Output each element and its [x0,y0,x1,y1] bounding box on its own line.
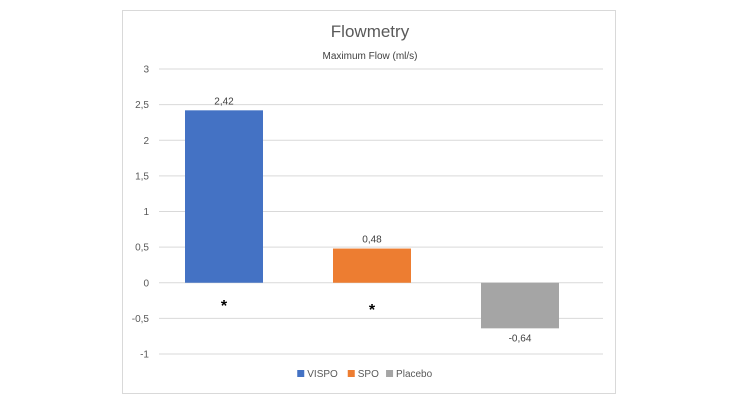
significance-markers: * * [221,298,376,319]
y-tick-label: -0,5 [132,314,150,325]
legend-swatch-vispo [297,370,305,377]
y-tick-label: -1 [140,350,149,361]
bar-placebo [481,282,559,329]
data-label-placebo: -0,64 [509,333,532,344]
bar-chart: Flowmetry Maximum Flow (ml/s) 3 2,5 2 1,5 1 0… [132,22,603,380]
chart-frame: Flowmetry Maximum Flow (ml/s) 3 2,5 2 1,5 1 0… [122,10,616,394]
y-tick-label: 3 [143,65,149,76]
y-tick-label: 2,5 [135,100,149,111]
y-tick-label: 0,5 [135,243,149,254]
chart-title: Flowmetry [331,22,410,41]
y-tick-label: 1,5 [135,171,149,182]
y-tick-label: 0 [143,278,149,289]
legend-swatch-placebo [386,370,394,377]
chart-subtitle: Maximum Flow (ml/s) [323,51,418,62]
data-label-vispo: 2,42 [214,96,234,107]
legend: VISPO SPO Placebo [297,369,433,380]
y-tick-label: 2 [143,136,149,147]
data-labels: 2,42 0,48 -0,64 [214,96,532,344]
legend-label-vispo: VISPO [307,369,338,380]
bar-vispo [185,110,263,283]
y-axis-ticks: 3 2,5 2 1,5 1 0,5 0 -0,5 -1 [132,65,150,361]
bars [185,110,559,329]
data-label-spo: 0,48 [362,235,382,246]
legend-label-spo: SPO [358,369,379,380]
legend-swatch-spo [347,370,355,377]
bar-spo [333,248,411,283]
significance-star-vispo: * [221,298,228,315]
significance-star-spo: * [369,302,376,319]
y-tick-label: 1 [143,207,149,218]
legend-label-placebo: Placebo [396,369,433,380]
